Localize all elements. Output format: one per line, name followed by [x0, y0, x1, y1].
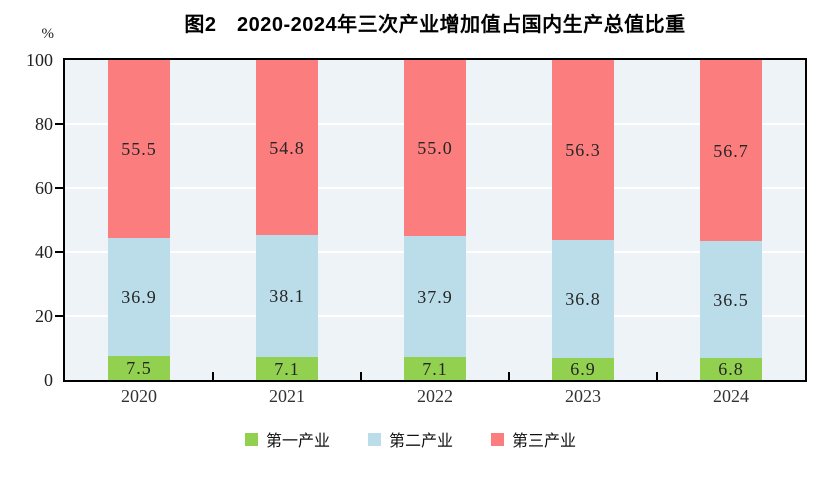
bars-layer: 55.5 36.9 7.5 54.8 38.1 7.1 55.0 37.9 7.1 56.3 36.…: [65, 60, 805, 380]
bar-value-label: 37.9: [417, 286, 453, 307]
x-axis-tick: [360, 372, 362, 380]
bar-cell: 56.3 36.8 6.9: [509, 60, 657, 380]
legend-item-tertiary-industry: 第三产业: [491, 427, 576, 451]
legend-label: 第三产业: [512, 433, 577, 450]
y-axis-tick: [55, 251, 63, 253]
bar-value-label: 7.1: [274, 358, 300, 379]
y-axis-tick-label: 40: [35, 242, 53, 262]
bar-segment-primary-industry: 7.1: [404, 357, 466, 380]
y-axis-tick-label: 0: [44, 370, 53, 390]
x-axis-label: 2022: [417, 386, 453, 406]
y-axis-tick: [55, 315, 63, 317]
stacked-bar: 55.5 36.9 7.5: [108, 60, 170, 380]
x-axis-label: 2024: [713, 386, 749, 406]
bar-cell: 54.8 38.1 7.1: [213, 60, 361, 380]
legend-label: 第一产业: [265, 433, 330, 450]
bar-segment-secondary-industry: 36.9: [108, 237, 170, 356]
bar-value-label: 7.1: [422, 358, 448, 379]
bar-value-label: 7.5: [126, 358, 152, 378]
x-axis-label: 2021: [269, 386, 305, 406]
bar-value-label: 36.5: [713, 289, 749, 310]
bar-value-label: 56.3: [565, 140, 601, 161]
bar-segment-tertiary-industry: 56.7: [700, 60, 762, 242]
bar-cell: 56.7 36.5 6.8: [657, 60, 805, 380]
legend-item-secondary-industry: 第二产业: [367, 427, 453, 451]
stacked-bar: 54.8 38.1 7.1: [256, 60, 318, 380]
bar-value-label: 36.9: [121, 286, 157, 307]
bar-value-label: 55.5: [121, 139, 157, 160]
bar-value-label: 54.8: [269, 137, 305, 158]
x-axis-tick: [508, 372, 510, 380]
legend-swatch: [367, 432, 381, 446]
y-axis-tick-label: 80: [35, 114, 53, 134]
stacked-bar: 55.0 37.9 7.1: [404, 60, 466, 380]
x-axis-labels: 2020 2021 2022 2023 2024: [65, 386, 805, 407]
bar-value-label: 6.8: [718, 359, 744, 380]
y-axis-tick: [55, 123, 63, 125]
legend: 第一产业 第二产业 第三产业: [0, 427, 821, 451]
bar-segment-secondary-industry: 38.1: [256, 235, 318, 358]
bar-segment-secondary-industry: 36.5: [700, 241, 762, 359]
bar-segment-tertiary-industry: 55.5: [108, 60, 170, 238]
bar-segment-primary-industry: 7.1: [256, 357, 318, 380]
stacked-bar: 56.7 36.5 6.8: [700, 60, 762, 380]
y-axis-tick-label: 60: [35, 178, 53, 198]
stacked-bar: 56.3 36.8 6.9: [552, 60, 614, 380]
x-axis-tick: [656, 372, 658, 380]
legend-swatch: [491, 432, 504, 446]
y-axis-tick-label: 100: [26, 50, 53, 70]
plot-area: 55.5 36.9 7.5 54.8 38.1 7.1 55.0 37.9 7.1 56.3 36.…: [63, 58, 807, 382]
y-axis-unit-label: %: [41, 26, 55, 42]
x-axis-label: 2020: [121, 386, 157, 406]
x-axis-tick: [212, 372, 214, 380]
bar-value-label: 6.9: [570, 358, 596, 379]
legend-swatch: [244, 432, 258, 446]
bar-value-label: 56.7: [713, 140, 749, 161]
bar-segment-tertiary-industry: 55.0: [404, 60, 466, 237]
bar-value-label: 38.1: [269, 286, 305, 307]
bar-segment-tertiary-industry: 56.3: [552, 60, 614, 241]
bar-segment-secondary-industry: 36.8: [552, 240, 614, 358]
bar-segment-secondary-industry: 37.9: [404, 236, 466, 358]
bar-segment-tertiary-industry: 54.8: [256, 60, 318, 236]
legend-item-primary-industry: 第一产业: [244, 427, 330, 451]
x-axis-label: 2023: [565, 386, 601, 406]
chart-title: 图2 2020-2024年三次产业增加值占国内生产总值比重: [184, 14, 686, 36]
bar-segment-primary-industry: 6.8: [700, 358, 762, 380]
bar-value-label: 55.0: [417, 138, 453, 159]
bar-segment-primary-industry: 6.9: [552, 357, 614, 380]
y-axis-tick-label: 20: [35, 306, 53, 326]
y-axis-tick: [55, 187, 63, 189]
bar-value-label: 36.8: [565, 289, 601, 310]
bar-cell: 55.5 36.9 7.5: [65, 60, 213, 380]
bar-segment-primary-industry: 7.5: [108, 356, 170, 380]
legend-label: 第二产业: [388, 433, 453, 450]
bar-cell: 55.0 37.9 7.1: [361, 60, 509, 380]
